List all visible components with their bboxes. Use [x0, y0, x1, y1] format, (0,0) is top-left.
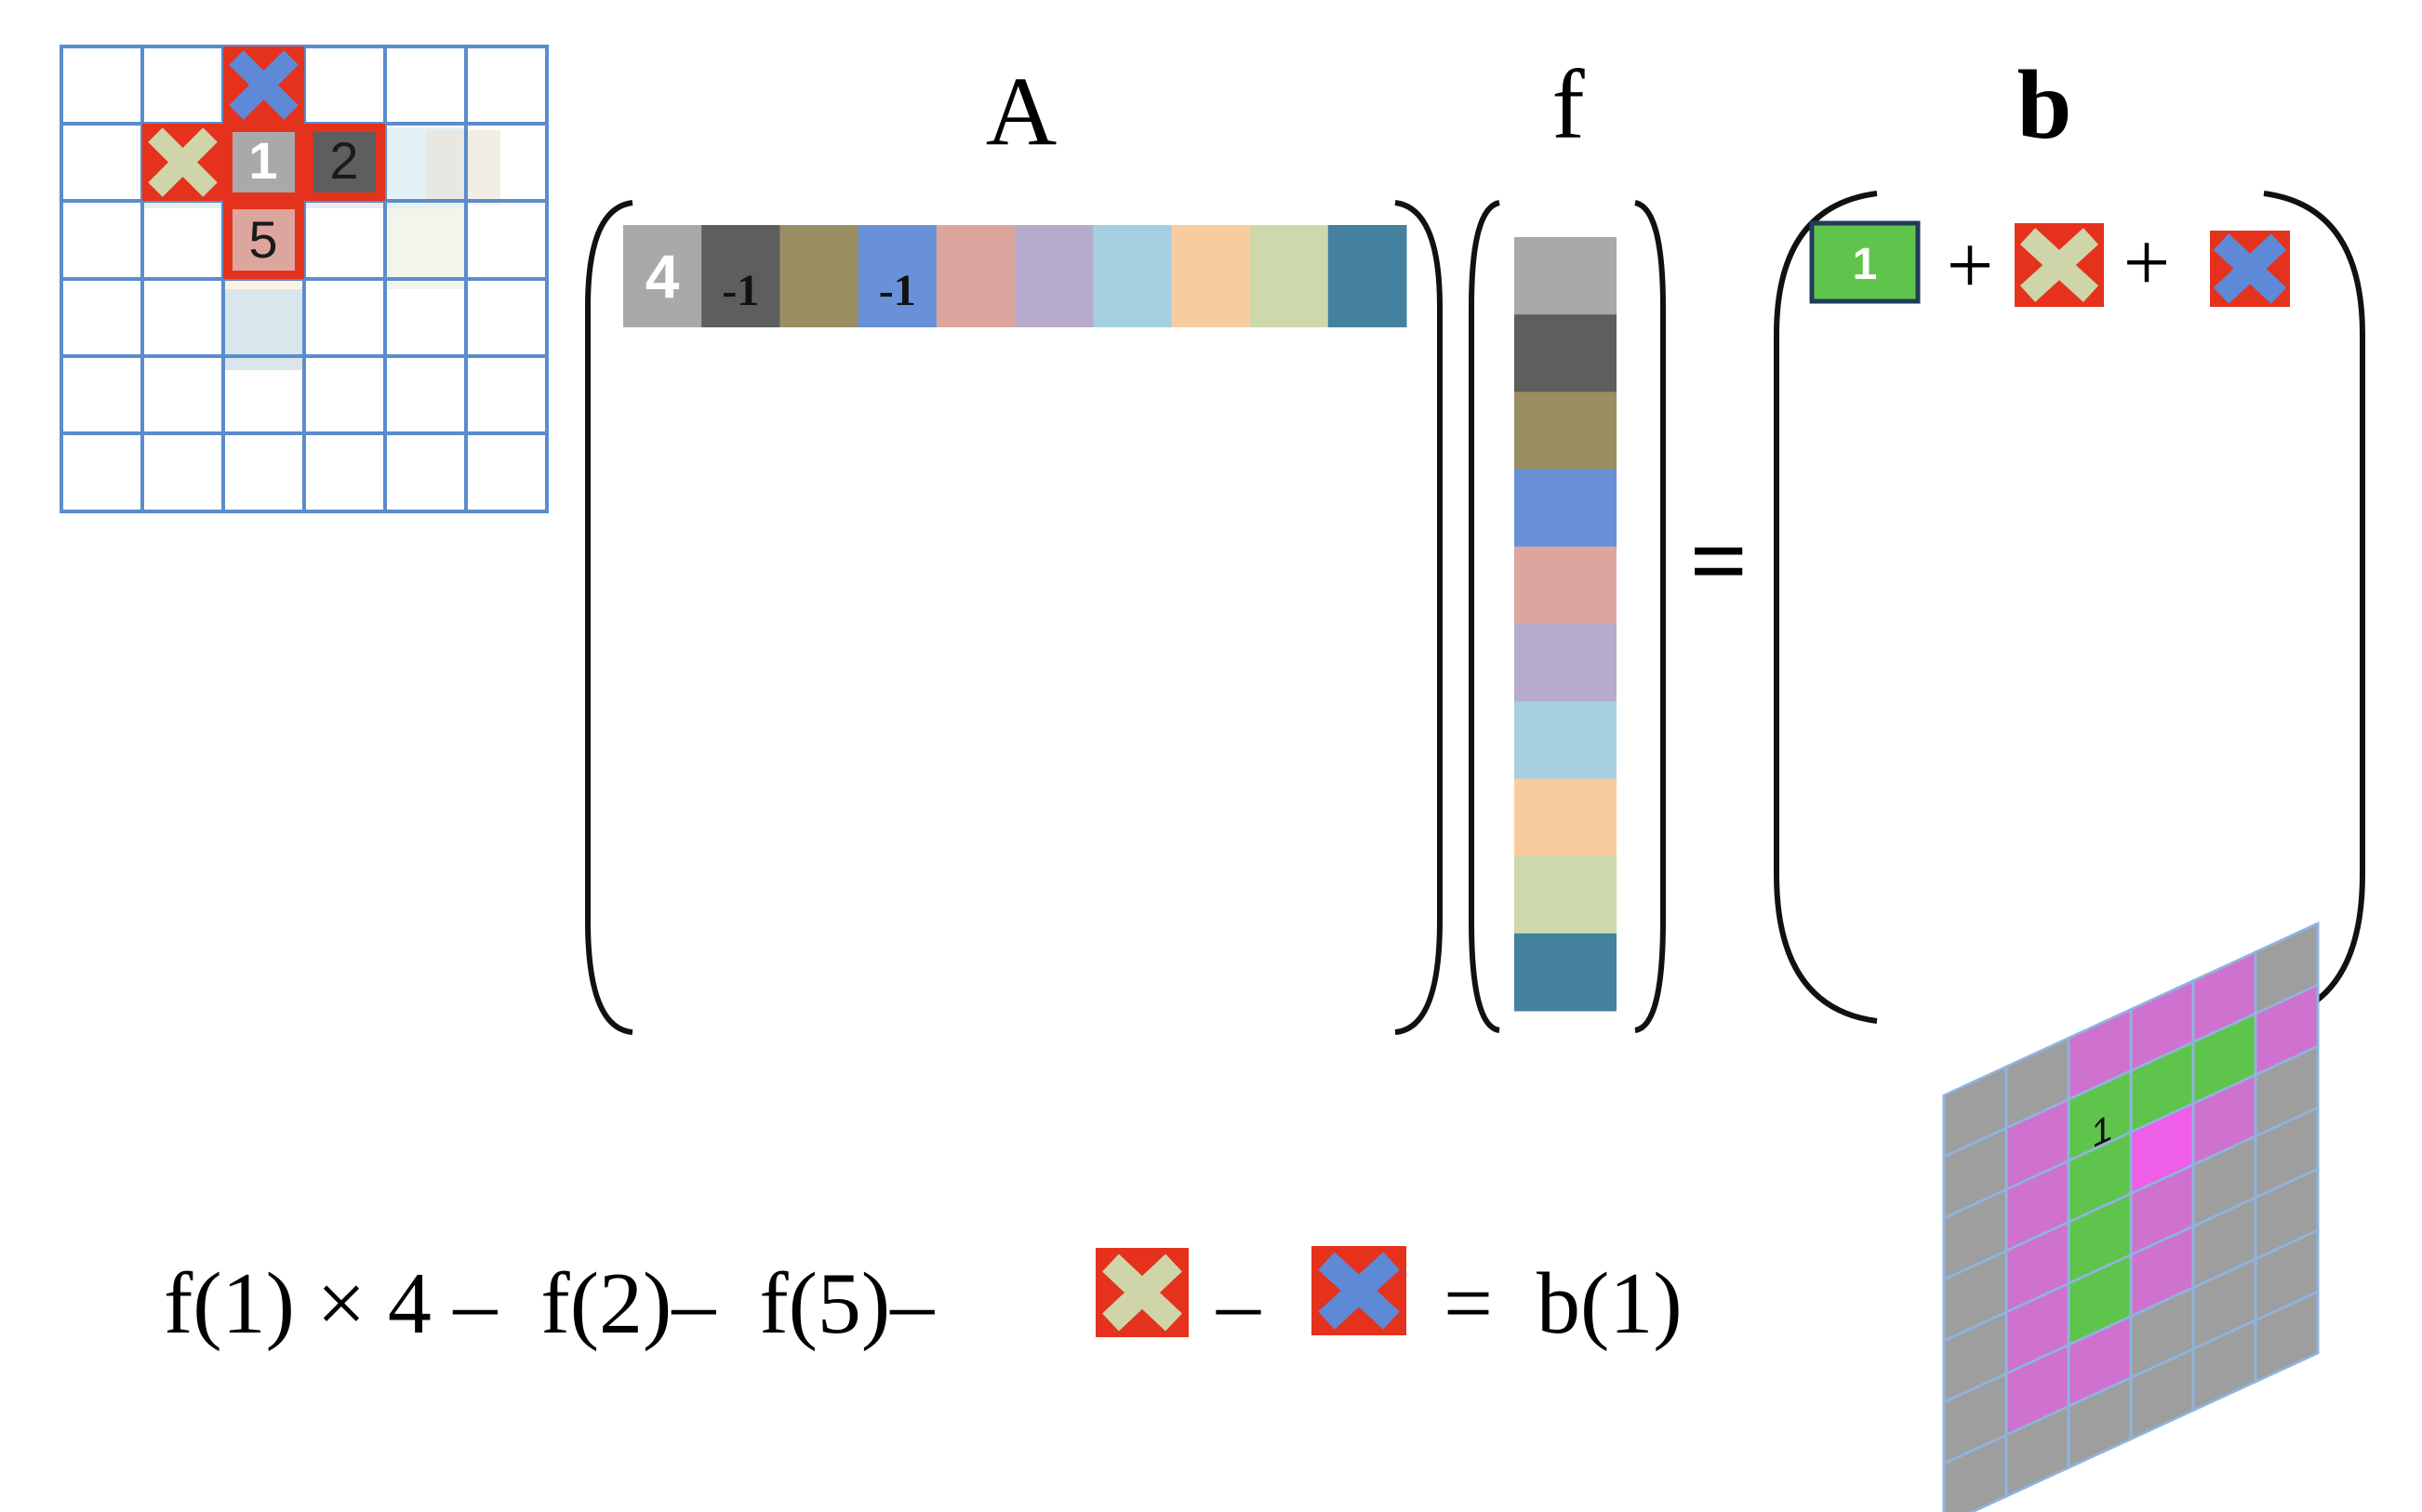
matrix-a-brackets	[585, 200, 1443, 1035]
patch-cell-1-label: 1	[2092, 1106, 2112, 1157]
vector-b-brackets	[1774, 191, 2365, 1024]
equation-result: = b(1)	[1444, 1255, 1683, 1352]
b-left-boundary-x-icon	[2015, 223, 2104, 307]
vector-f-cell-7	[1514, 701, 1617, 779]
grid-tint-cell	[426, 130, 500, 205]
vector-f-cell-2	[1514, 314, 1617, 392]
equation-top-boundary-x-icon	[1311, 1246, 1406, 1335]
vector-f-brackets	[1469, 200, 1666, 1033]
b-plus-sign-1: +	[1947, 219, 1994, 312]
equals-sign: =	[1690, 504, 1749, 617]
matrix-a-cell-4	[858, 225, 938, 327]
vector-b-label: b	[2017, 50, 2072, 159]
matrix-a-label: A	[986, 57, 1058, 166]
vector-f-cell-5	[1514, 546, 1617, 625]
b-known-value-label: 1	[1853, 240, 1878, 289]
matrix-a-cell-6	[1015, 225, 1094, 327]
vector-f-cell-1	[1514, 237, 1617, 315]
patch-cell	[2254, 1289, 2320, 1385]
grid-cell-1: 1	[223, 124, 304, 201]
matrix-a-cell-10	[1327, 225, 1407, 327]
matrix-a-row-1: 4 -1 -1	[623, 225, 1407, 327]
grid-tint-cell	[385, 208, 466, 289]
matrix-a-cell-9	[1249, 225, 1329, 327]
equation-left-terms: f(1) × 4 – f(2)– f(5)–	[164, 1255, 935, 1352]
vector-f-cell-8	[1514, 778, 1617, 857]
vector-f-label: f	[1551, 50, 1585, 159]
grid-cell-2-label: 2	[329, 131, 358, 190]
matrix-a-cell-2-value: -1	[722, 266, 759, 315]
equation-minus-sign: –	[1216, 1255, 1261, 1352]
matrix-a-cell-1-value: 4	[645, 242, 680, 311]
matrix-a-cell-5	[936, 225, 1016, 327]
vector-f-cell-9	[1514, 855, 1617, 935]
grid-cell-5: 5	[223, 201, 304, 279]
matrix-a-cell-4-value: -1	[879, 266, 916, 315]
matrix-a-cell-7	[1093, 225, 1172, 327]
matrix-a-cell-8	[1171, 225, 1251, 327]
b-known-value-cell: 1	[1809, 220, 1921, 304]
matrix-a-cell-1	[623, 225, 702, 327]
b-plus-sign-2: +	[2123, 217, 2171, 309]
b-top-boundary-x-icon	[2210, 231, 2290, 307]
pixel-grid: 1 2 5	[60, 45, 549, 513]
vector-f-cell-10	[1514, 933, 1617, 1012]
target-image-patch: 1	[1942, 921, 2320, 1512]
vector-f-cell-6	[1514, 624, 1617, 702]
left-boundary-x-cell	[142, 124, 223, 201]
equation-left-boundary-x-icon	[1096, 1248, 1189, 1337]
matrix-a-cell-3	[779, 225, 859, 327]
vector-f-column	[1514, 237, 1617, 1012]
grid-cell-1-label: 1	[248, 131, 277, 190]
top-boundary-x-cell	[223, 46, 304, 124]
grid-cell-5-label: 5	[248, 210, 277, 269]
grid-cell-2: 2	[304, 124, 385, 201]
vector-f-cell-4	[1514, 469, 1617, 548]
matrix-a-cell-2	[701, 225, 780, 327]
vector-f-cell-3	[1514, 391, 1617, 471]
